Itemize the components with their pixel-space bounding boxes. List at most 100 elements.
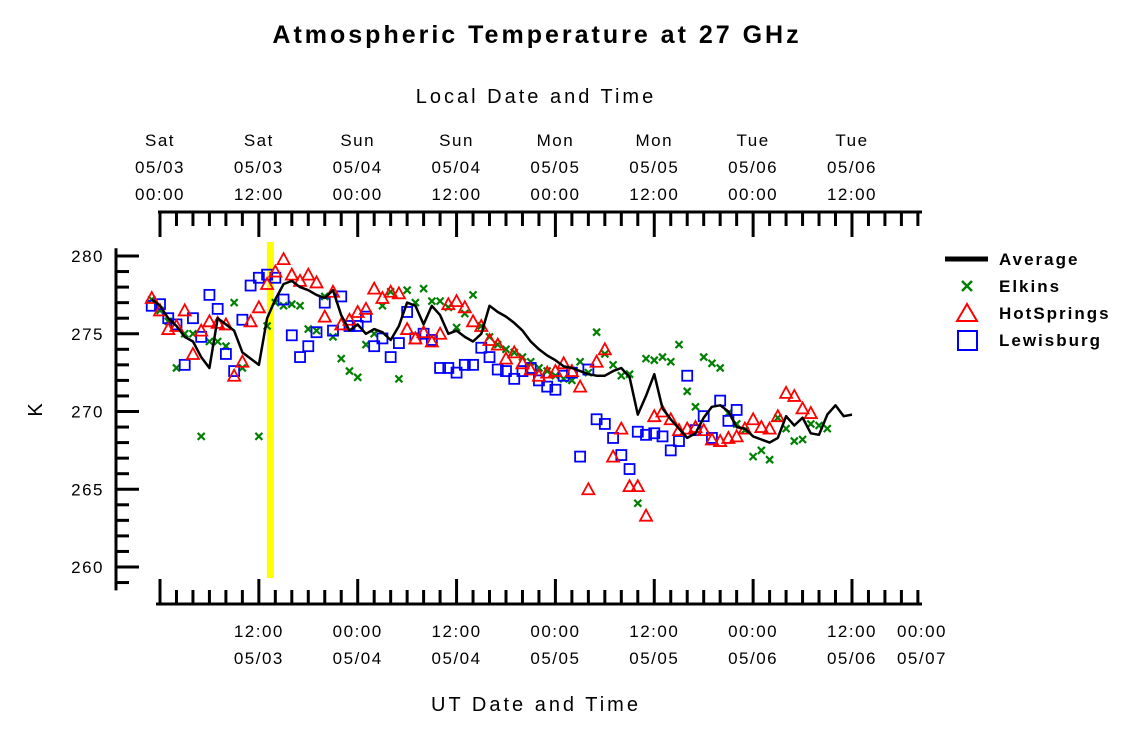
point-elkins [460, 309, 470, 318]
top-tick-date: 05/06 [827, 158, 877, 177]
point-hotsprings [597, 341, 613, 356]
point-lewisburg [648, 427, 661, 440]
bottom-tick-date: 05/07 [897, 649, 947, 668]
point-lewisburg [154, 298, 166, 311]
point-hotsprings [803, 405, 819, 419]
point-lewisburg [549, 383, 562, 396]
point-lewisburg [327, 324, 339, 337]
point-lewisburg [681, 369, 694, 382]
point-lewisburg [269, 271, 282, 284]
bottom-tick-time: 00:00 [728, 622, 778, 641]
bottom-tick-date: 05/04 [333, 649, 383, 668]
point-elkins [790, 436, 799, 446]
point-hotsprings [168, 318, 184, 332]
point-lewisburg [631, 425, 644, 438]
top-tick-time: 12:00 [629, 185, 679, 204]
point-hotsprings [770, 408, 786, 423]
top-tick-day: Sun [439, 131, 474, 150]
top-tick-date: 05/05 [629, 158, 679, 177]
point-hotsprings [234, 353, 250, 368]
point-lewisburg [285, 329, 298, 342]
point-hotsprings [300, 266, 316, 281]
point-hotsprings [663, 411, 679, 426]
point-hotsprings [399, 321, 415, 335]
legend-label-hotsprings: HotSprings [999, 304, 1111, 323]
legend-label-average: Average [999, 250, 1079, 269]
point-elkins [674, 340, 684, 349]
point-elkins [666, 357, 676, 367]
top-tick-day: Mon [635, 131, 673, 150]
point-elkins [822, 424, 832, 433]
point-hotsprings [416, 324, 432, 339]
point-hotsprings [720, 430, 736, 444]
top-tick-day: Sat [145, 131, 175, 150]
point-hotsprings [366, 280, 382, 295]
point-elkins [633, 498, 643, 508]
top-tick-time: 00:00 [333, 185, 383, 204]
point-lewisburg [508, 372, 521, 385]
point-lewisburg [434, 362, 446, 374]
top-tick-time: 12:00 [432, 185, 482, 204]
point-lewisburg [310, 326, 323, 339]
point-lewisburg [294, 351, 306, 363]
y-tick-label: 275 [71, 325, 104, 344]
point-lewisburg [351, 320, 364, 332]
point-hotsprings [704, 431, 720, 446]
point-elkins [641, 354, 651, 363]
bottom-tick-time: 12:00 [432, 622, 482, 641]
point-hotsprings [786, 388, 802, 402]
point-elkins [336, 354, 346, 363]
point-hotsprings [778, 384, 794, 399]
point-hotsprings [317, 308, 333, 323]
point-lewisburg [640, 428, 652, 441]
bottom-tick-date: 05/06 [827, 649, 877, 668]
point-hotsprings [547, 363, 563, 377]
point-lewisburg [607, 432, 619, 444]
point-lewisburg [500, 365, 512, 377]
point-hotsprings [572, 378, 588, 393]
point-lewisburg [195, 330, 208, 343]
legend-swatch-lewisburg [957, 330, 978, 351]
point-elkins [254, 432, 264, 441]
point-lewisburg [467, 358, 479, 371]
top-tick-date: 05/06 [728, 158, 778, 177]
point-elkins [699, 352, 708, 362]
point-hotsprings [185, 346, 201, 360]
point-hotsprings [424, 333, 440, 348]
top-tick-date: 05/05 [530, 158, 580, 177]
point-elkins [287, 299, 297, 309]
point-lewisburg [491, 363, 504, 376]
legend-label-lewisburg: Lewisburg [999, 331, 1102, 350]
point-hotsprings [259, 276, 275, 290]
point-elkins [592, 327, 601, 337]
point-lewisburg [697, 410, 710, 423]
point-elkins [617, 371, 626, 381]
point-elkins [715, 363, 725, 373]
point-lewisburg [475, 341, 488, 354]
point-elkins [757, 446, 766, 455]
point-hotsprings [580, 481, 596, 496]
bottom-tick-date: 05/03 [234, 649, 284, 668]
point-lewisburg [384, 351, 397, 363]
legend: Average Elkins HotSprings Lewisburg [945, 250, 1111, 351]
point-hotsprings [383, 283, 399, 298]
point-hotsprings [795, 400, 811, 415]
point-lewisburg [220, 348, 232, 360]
top-tick-date: 05/04 [333, 158, 383, 177]
point-elkins [468, 290, 478, 300]
point-elkins [542, 366, 552, 376]
point-elkins [419, 284, 428, 293]
point-lewisburg [244, 279, 257, 292]
y-tick-label: 265 [71, 480, 104, 499]
series-lewisburg [145, 268, 743, 475]
point-elkins [748, 452, 758, 461]
point-hotsprings [432, 325, 448, 340]
point-elkins [575, 357, 585, 367]
point-hotsprings [589, 353, 605, 368]
point-hotsprings [449, 293, 465, 307]
point-lewisburg [483, 351, 496, 363]
point-hotsprings [564, 363, 580, 377]
top-tick-date: 05/03 [234, 158, 284, 177]
point-elkins [682, 387, 692, 396]
